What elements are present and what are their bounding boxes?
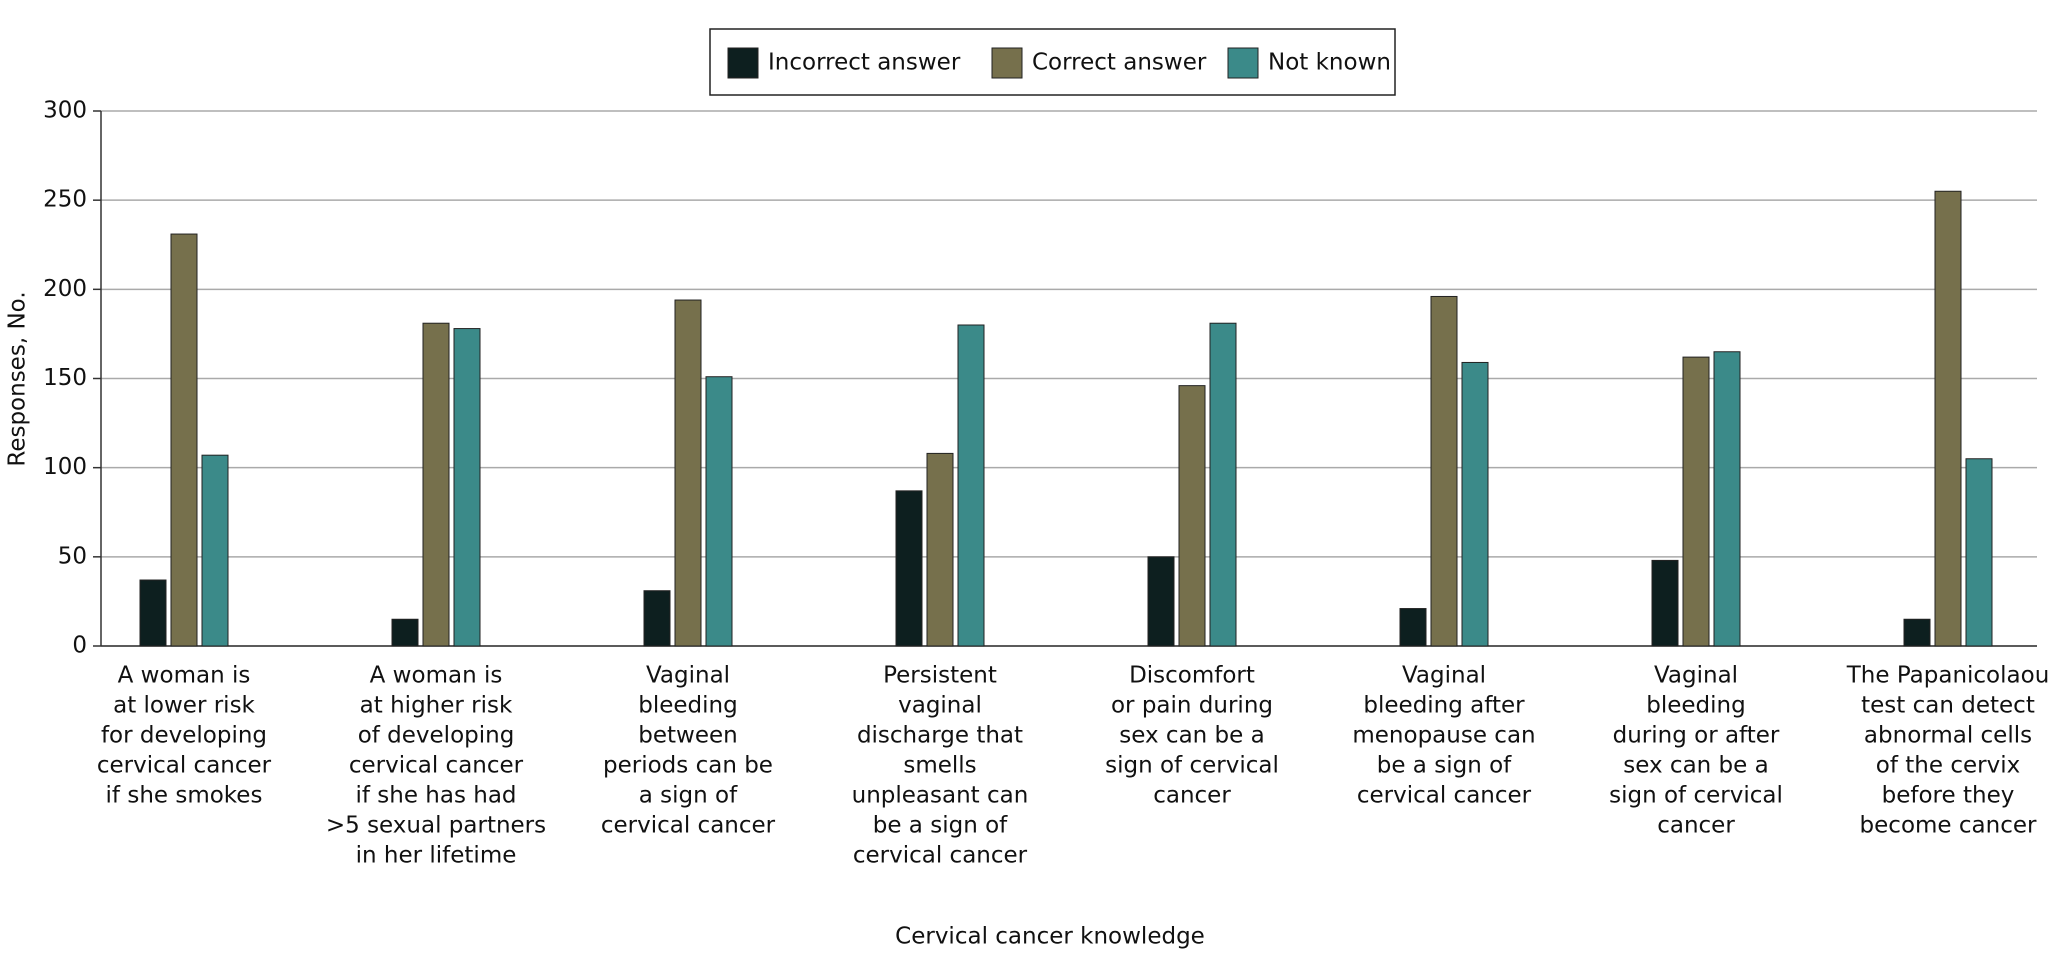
x-tick-label: Vaginal	[1654, 663, 1738, 689]
x-tick-label: sex can be a	[1623, 753, 1768, 779]
x-tick-label: unpleasant can	[852, 783, 1029, 809]
x-tick-label: cervical cancer	[97, 753, 272, 779]
x-tick-label: be a sign of	[873, 813, 1008, 839]
x-tick-label: menopause can	[1352, 723, 1535, 749]
bar	[1713, 351, 1741, 647]
x-tick-label: during or after	[1613, 723, 1780, 749]
x-tick-label: cervical cancer	[349, 753, 524, 779]
bar	[1147, 556, 1175, 647]
x-tick-label: become cancer	[1860, 813, 2037, 839]
x-tick-label: bleeding	[1646, 693, 1745, 719]
x-tick-label: test can detect	[1861, 693, 2035, 719]
x-tick-label: of the cervix	[1876, 753, 2020, 779]
x-tick-label: periods can be	[603, 753, 773, 779]
x-tick-label: cancer	[1657, 813, 1735, 839]
x-tick-label: bleeding	[638, 693, 737, 719]
x-tick-label: Vaginal	[1402, 663, 1486, 689]
y-tick-label: 300	[43, 98, 87, 124]
x-tick-label: cervical cancer	[853, 843, 1028, 869]
x-tick-label: >5 sexual partners	[326, 813, 546, 839]
x-tick-label: or pain during	[1111, 693, 1273, 719]
legend-swatch	[727, 47, 759, 79]
bar	[1965, 458, 1993, 647]
x-tick-label: sign of cervical	[1105, 753, 1279, 779]
bar	[705, 376, 733, 647]
x-tick-label: a sign of	[639, 783, 738, 809]
y-tick-label: 50	[58, 543, 87, 569]
y-axis-title: Responses, No.	[5, 291, 31, 466]
bar	[1934, 190, 1962, 647]
legend-label: Incorrect answer	[768, 50, 961, 76]
y-tick-label: 100	[43, 454, 87, 480]
x-tick-label: if she has had	[355, 783, 516, 809]
x-tick-label: smells	[903, 753, 976, 779]
bar	[1461, 361, 1489, 647]
bar	[1430, 295, 1458, 647]
bar	[139, 579, 167, 647]
bar	[453, 328, 481, 647]
bar	[643, 590, 671, 647]
bar	[170, 233, 198, 647]
bar	[201, 454, 229, 647]
x-tick-label: for developing	[101, 723, 267, 749]
legend-swatch	[1227, 47, 1259, 79]
x-tick-label: A woman is	[118, 663, 251, 689]
x-tick-label: between	[638, 723, 737, 749]
y-tick-label: 0	[72, 633, 87, 659]
legend-box	[709, 28, 1396, 96]
x-tick-label: at higher risk	[360, 693, 513, 719]
x-tick-label: Persistent	[883, 663, 997, 689]
bar	[1178, 385, 1206, 647]
x-tick-label: discharge that	[857, 723, 1023, 749]
bar	[391, 618, 419, 647]
bar	[422, 322, 450, 647]
x-tick-label: cervical cancer	[601, 813, 776, 839]
x-tick-label: cervical cancer	[1357, 783, 1532, 809]
bar	[674, 299, 702, 647]
x-tick-label: at lower risk	[113, 693, 255, 719]
bar	[895, 490, 923, 647]
y-tick-label: 250	[43, 187, 87, 213]
x-tick-label: sex can be a	[1119, 723, 1264, 749]
y-tick-label: 200	[43, 276, 87, 302]
x-tick-label: sign of cervical	[1609, 783, 1783, 809]
x-tick-label: if she smokes	[106, 783, 263, 809]
bar	[1399, 608, 1427, 647]
x-tick-label: A woman is	[370, 663, 503, 689]
x-tick-label: before they	[1882, 783, 2015, 809]
x-tick-label: The Papanicolaou	[1846, 663, 2048, 689]
legend-label: Correct answer	[1032, 50, 1207, 76]
legend-swatch	[991, 47, 1023, 79]
x-tick-label: bleeding after	[1363, 693, 1525, 719]
x-tick-label: Vaginal	[646, 663, 730, 689]
bar	[1651, 559, 1679, 647]
x-tick-label: in her lifetime	[356, 843, 517, 869]
legend-label: Not known	[1268, 50, 1391, 76]
bar	[957, 324, 985, 647]
x-tick-label: be a sign of	[1377, 753, 1512, 779]
bar	[1682, 356, 1710, 647]
x-tick-label: abnormal cells	[1864, 723, 2032, 749]
bar	[1209, 322, 1237, 647]
x-tick-label: vaginal	[898, 693, 982, 719]
x-tick-label: of developing	[358, 723, 515, 749]
y-tick-label: 150	[43, 365, 87, 391]
x-tick-label: Discomfort	[1129, 663, 1255, 689]
x-tick-label: cancer	[1153, 783, 1231, 809]
bar	[1903, 618, 1931, 647]
bar	[926, 452, 954, 647]
x-axis-title: Cervical cancer knowledge	[895, 924, 1205, 950]
